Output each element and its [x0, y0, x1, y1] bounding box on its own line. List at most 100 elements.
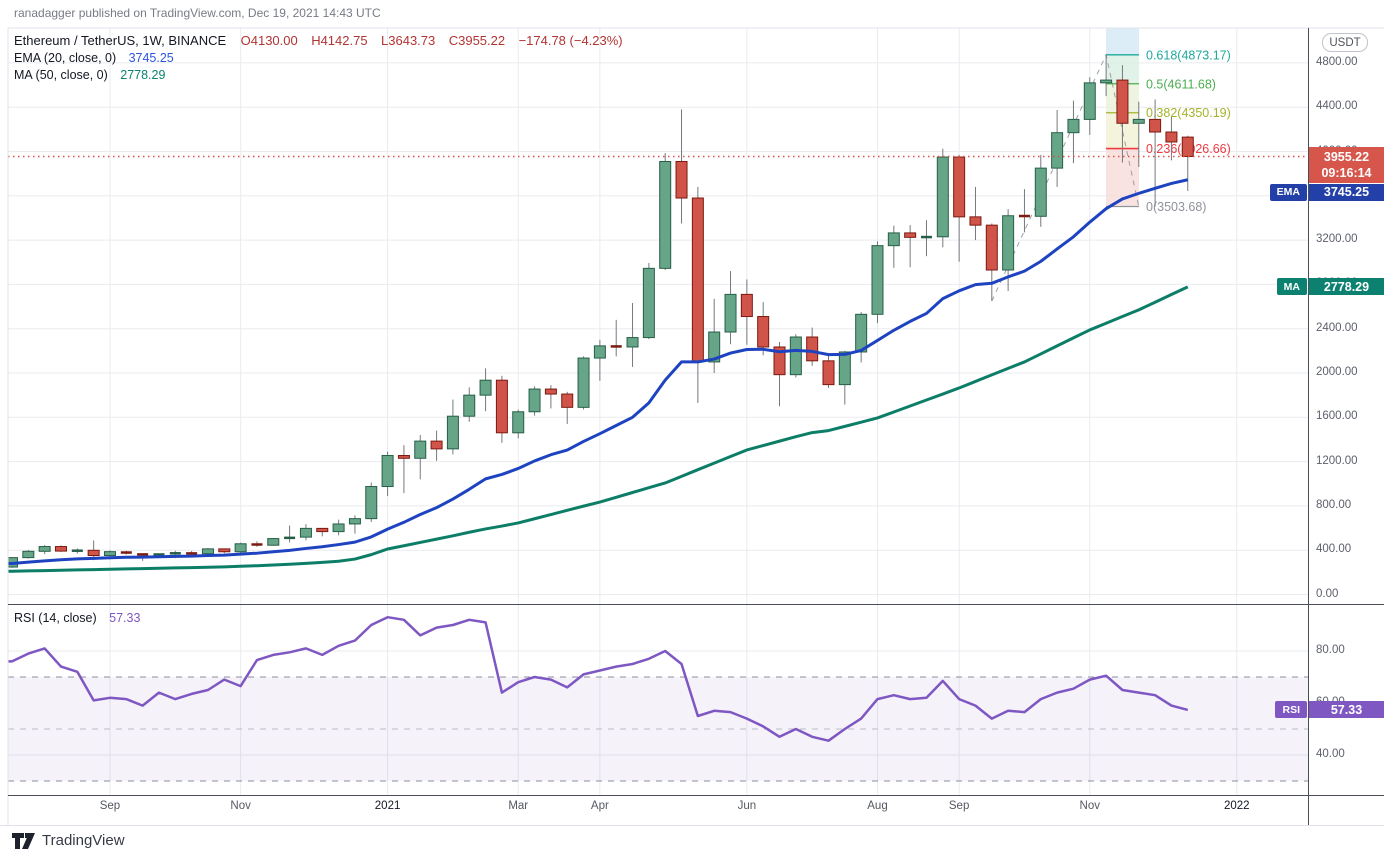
- candle-body: [740, 293, 753, 318]
- candle-body: [675, 160, 688, 199]
- candle-body: [332, 523, 345, 533]
- candle-body: [838, 351, 851, 386]
- candle-body: [1100, 79, 1113, 84]
- candle-body: [904, 232, 917, 238]
- currency-pill[interactable]: USDT: [1322, 33, 1368, 52]
- candle-body: [887, 232, 900, 247]
- chart-legend: Ethereum / TetherUS, 1W, BINANCE O4130.0…: [14, 33, 632, 84]
- candle-body: [724, 293, 737, 333]
- candle-body: [169, 552, 181, 555]
- ema20-line: [8, 178, 1189, 565]
- candle-body: [186, 552, 198, 555]
- ma-price-badge: 2778.29: [1309, 278, 1384, 296]
- candle-body: [985, 224, 998, 271]
- price-tick-label: 1600.00: [1316, 410, 1358, 423]
- rsi-line: [8, 615, 1189, 742]
- fib-level-label: 0(3503.68): [1146, 200, 1206, 214]
- time-tick-label: Sep: [99, 800, 121, 812]
- candle-body: [626, 337, 639, 348]
- candle-body: [54, 546, 67, 552]
- candle-body: [137, 553, 149, 556]
- candle-body: [381, 455, 394, 488]
- symbol-title: Ethereum / TetherUS, 1W, BINANCE: [14, 33, 227, 48]
- candle-body: [153, 553, 165, 556]
- ema-price-badge: 3745.25: [1309, 183, 1384, 201]
- time-tick-label: Apr: [590, 800, 609, 812]
- price-pane[interactable]: 0.618(4873.17) 0.5(4611.68) 0.382(4350.19)…: [7, 28, 1309, 604]
- candle-body: [316, 527, 329, 533]
- candle-body: [87, 549, 100, 557]
- ohlc-change: −174.78 (−4.23%): [518, 33, 623, 48]
- time-tick-label: Aug: [867, 800, 888, 812]
- candle-body: [1116, 79, 1129, 124]
- candle-body: [659, 160, 672, 269]
- ema-label: EMA (20, close, 0): [14, 51, 117, 65]
- candle-body: [201, 548, 214, 555]
- price-tick-label: 1200.00: [1316, 454, 1358, 467]
- candle-body: [1018, 214, 1030, 218]
- candle-body: [544, 388, 557, 395]
- candle-body: [969, 216, 982, 226]
- candle-body: [936, 156, 949, 238]
- candle-body: [855, 313, 868, 353]
- fib-level-label: 0.5(4611.68): [1146, 77, 1216, 91]
- candle-body: [691, 197, 704, 363]
- candle-body: [1149, 118, 1162, 133]
- candle-body: [103, 551, 116, 557]
- rsi-value: 57.33: [109, 611, 141, 625]
- ma-legend-row: MA (50, close, 0) 2778.29: [14, 67, 632, 84]
- candle-body: [479, 379, 492, 396]
- time-tick-label: Sep: [948, 800, 970, 812]
- candle-body: [512, 411, 525, 434]
- attribution-text: ranadagger published on TradingView.com,…: [14, 6, 381, 20]
- candle-body: [1083, 82, 1096, 120]
- candle-body: [1165, 131, 1178, 143]
- candle-body: [528, 388, 541, 413]
- candle-body: [757, 316, 770, 348]
- tradingview-logo[interactable]: TradingView: [12, 831, 125, 849]
- price-tick-label: 0.00: [1316, 587, 1339, 600]
- candle-body: [414, 440, 427, 459]
- candle-body: [22, 550, 35, 559]
- candle-body: [953, 156, 966, 218]
- candle-body: [1034, 167, 1047, 217]
- candle-body: [430, 440, 443, 450]
- rsi-pane[interactable]: [8, 604, 1308, 795]
- time-tick-label: Nov: [230, 800, 251, 812]
- candle-body: [38, 546, 51, 552]
- symbol-row: Ethereum / TetherUS, 1W, BINANCE O4130.0…: [14, 33, 632, 50]
- ema-legend-row: EMA (20, close, 0) 3745.25: [14, 50, 632, 67]
- bar-countdown: 09:16:14: [1321, 165, 1372, 180]
- candle-body: [1002, 215, 1015, 271]
- ema-value: 3745.25: [128, 51, 174, 65]
- candle-body: [708, 331, 721, 363]
- candle-body: [365, 486, 378, 520]
- time-axis[interactable]: Sep Nov 2021 Mar Apr Jun Aug Sep Nov 2022: [0, 796, 1384, 824]
- candle-body: [1067, 118, 1080, 134]
- candle-body: [71, 549, 83, 552]
- ma-value: 2778.29: [120, 68, 166, 82]
- time-tick-label: 2021: [374, 800, 401, 812]
- last-price-badge: 3955.22 09:16:14: [1309, 146, 1384, 183]
- ma-label: MA (50, close, 0): [14, 68, 108, 82]
- candle-body: [234, 543, 247, 553]
- candle-body: [348, 518, 361, 525]
- candle-body: [593, 345, 606, 359]
- fib-band: [1106, 28, 1139, 55]
- rsi-tick-label: 40.00: [1316, 748, 1345, 760]
- rsi-axis-tag: RSI: [1275, 701, 1307, 719]
- candle-body: [920, 235, 932, 239]
- candle-body: [120, 551, 132, 554]
- ma-axis-tag: MA: [1276, 278, 1307, 296]
- tradingview-logo-icon: [12, 833, 35, 849]
- candle-body: [789, 336, 802, 376]
- ohlc-open: O4130.00: [240, 33, 298, 48]
- time-tick-label: 2022: [1223, 800, 1250, 812]
- price-tick-label: 2000.00: [1316, 366, 1358, 378]
- candle-body: [577, 357, 590, 408]
- ma50-line: [8, 285, 1189, 573]
- time-tick-label: Jun: [737, 800, 757, 812]
- candle-body: [610, 345, 622, 348]
